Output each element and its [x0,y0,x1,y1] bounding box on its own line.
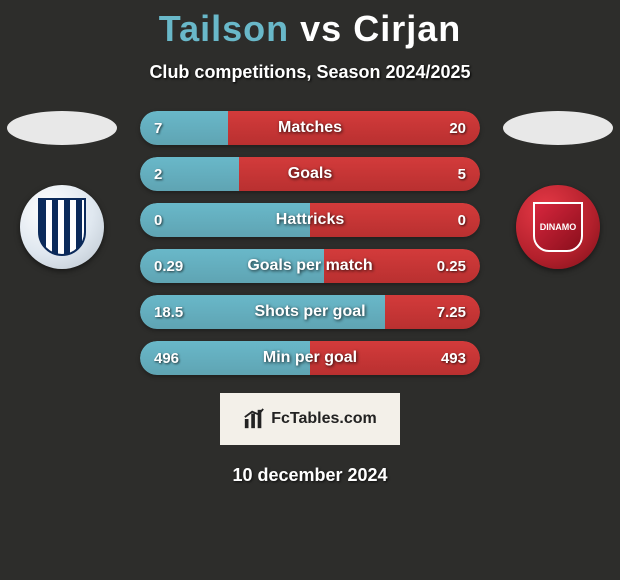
player2-name: Cirjan [353,8,461,49]
right-side: DINAMO [498,111,618,269]
stat-label: Hattricks [276,211,344,229]
stat-value-right: 20 [449,120,466,137]
stat-value-right: 0 [458,212,466,229]
stat-label: Min per goal [263,349,357,367]
stat-value-right: 5 [458,166,466,183]
player1-photo-placeholder [7,111,117,145]
stat-label: Shots per goal [254,303,365,321]
stat-value-right: 7.25 [437,304,466,321]
club2-crest: DINAMO [516,185,600,269]
stat-fill-right [228,111,480,145]
stat-value-left: 496 [154,350,179,367]
branding-badge: FcTables.com [220,393,400,445]
stat-row: 7 20 Matches [140,111,480,145]
stat-fill-right [239,157,480,191]
page-title: Tailson vs Cirjan [0,0,620,50]
branding-text: FcTables.com [271,410,377,428]
club1-shield-icon [38,198,86,256]
stat-value-left: 2 [154,166,162,183]
player1-name: Tailson [159,8,289,49]
stats-list: 7 20 Matches 2 5 Goals 0 0 Hattricks 0.29 0.25 Goal… [140,111,480,375]
stat-row: 0 0 Hattricks [140,203,480,237]
chart-icon [243,408,265,430]
stat-label: Goals [288,165,332,183]
subtitle: Club competitions, Season 2024/2025 [0,62,620,83]
stat-value-left: 18.5 [154,304,183,321]
stat-value-left: 0 [154,212,162,229]
stat-row: 496 493 Min per goal [140,341,480,375]
player2-photo-placeholder [503,111,613,145]
stat-value-left: 7 [154,120,162,137]
date-text: 10 december 2024 [0,465,620,486]
club1-crest [20,185,104,269]
stat-value-left: 0.29 [154,258,183,275]
stat-label: Matches [278,119,342,137]
vs-text: vs [300,8,342,49]
main-layout: 7 20 Matches 2 5 Goals 0 0 Hattricks 0.29 0.25 Goal… [0,111,620,375]
stat-row: 2 5 Goals [140,157,480,191]
stat-value-right: 493 [441,350,466,367]
stat-label: Goals per match [247,257,372,275]
club2-label: DINAMO [540,222,577,232]
stat-row: 18.5 7.25 Shots per goal [140,295,480,329]
club2-shield-icon: DINAMO [533,202,583,252]
stat-value-right: 0.25 [437,258,466,275]
left-side [2,111,122,269]
stat-row: 0.29 0.25 Goals per match [140,249,480,283]
